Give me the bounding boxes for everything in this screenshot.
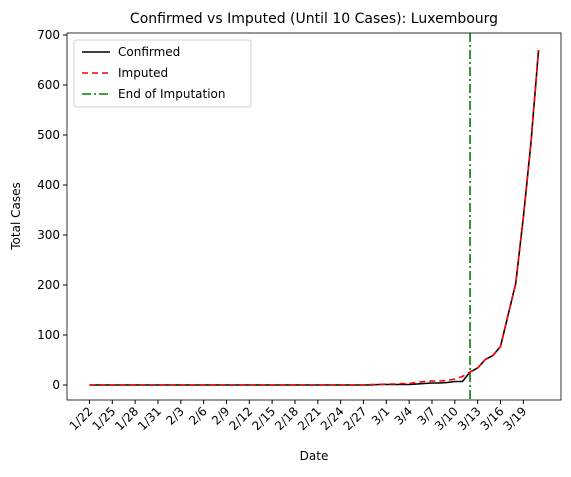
y-tick-label: 600	[37, 78, 60, 92]
y-tick-label: 400	[37, 178, 60, 192]
x-tick-label: 2/15	[249, 404, 278, 433]
x-tick-label: 2/18	[272, 404, 301, 433]
x-tick-label: 1/28	[112, 404, 141, 433]
y-tick-label: 0	[52, 378, 60, 392]
x-tick-label: 1/31	[135, 404, 164, 433]
y-tick-label: 700	[37, 28, 60, 42]
x-tick-label: 2/12	[226, 404, 255, 433]
x-tick-label: 3/16	[478, 404, 507, 433]
x-tick-label: 2/21	[295, 404, 324, 433]
x-tick-label: 1/25	[89, 404, 118, 433]
x-tick-label: 3/4	[392, 404, 416, 428]
legend-label: End of Imputation	[118, 87, 226, 101]
x-tick-label: 2/3	[163, 404, 187, 428]
legend-label: Imputed	[118, 66, 168, 80]
x-tick-label: 3/10	[432, 404, 461, 433]
y-tick-label: 100	[37, 328, 60, 342]
chart-title: Confirmed vs Imputed (Until 10 Cases): L…	[130, 11, 498, 27]
x-tick-label: 2/6	[186, 404, 210, 428]
series-line	[89, 49, 540, 386]
x-tick-label: 1/22	[67, 404, 96, 433]
x-tick-label: 2/24	[318, 404, 347, 433]
plot-frame	[66, 32, 562, 401]
x-tick-label: 3/19	[500, 404, 529, 433]
x-tick-label: 3/13	[455, 404, 484, 433]
legend-box	[73, 39, 252, 108]
y-axis-label: Total Cases	[9, 182, 23, 250]
x-axis-label: Date	[300, 449, 329, 463]
legend-label: Confirmed	[118, 45, 180, 59]
y-tick-label: 500	[37, 128, 60, 142]
x-tick-label: 3/1	[369, 404, 393, 428]
x-tick-label: 2/27	[341, 404, 370, 433]
y-tick-label: 300	[37, 228, 60, 242]
y-tick-label: 200	[37, 278, 60, 292]
